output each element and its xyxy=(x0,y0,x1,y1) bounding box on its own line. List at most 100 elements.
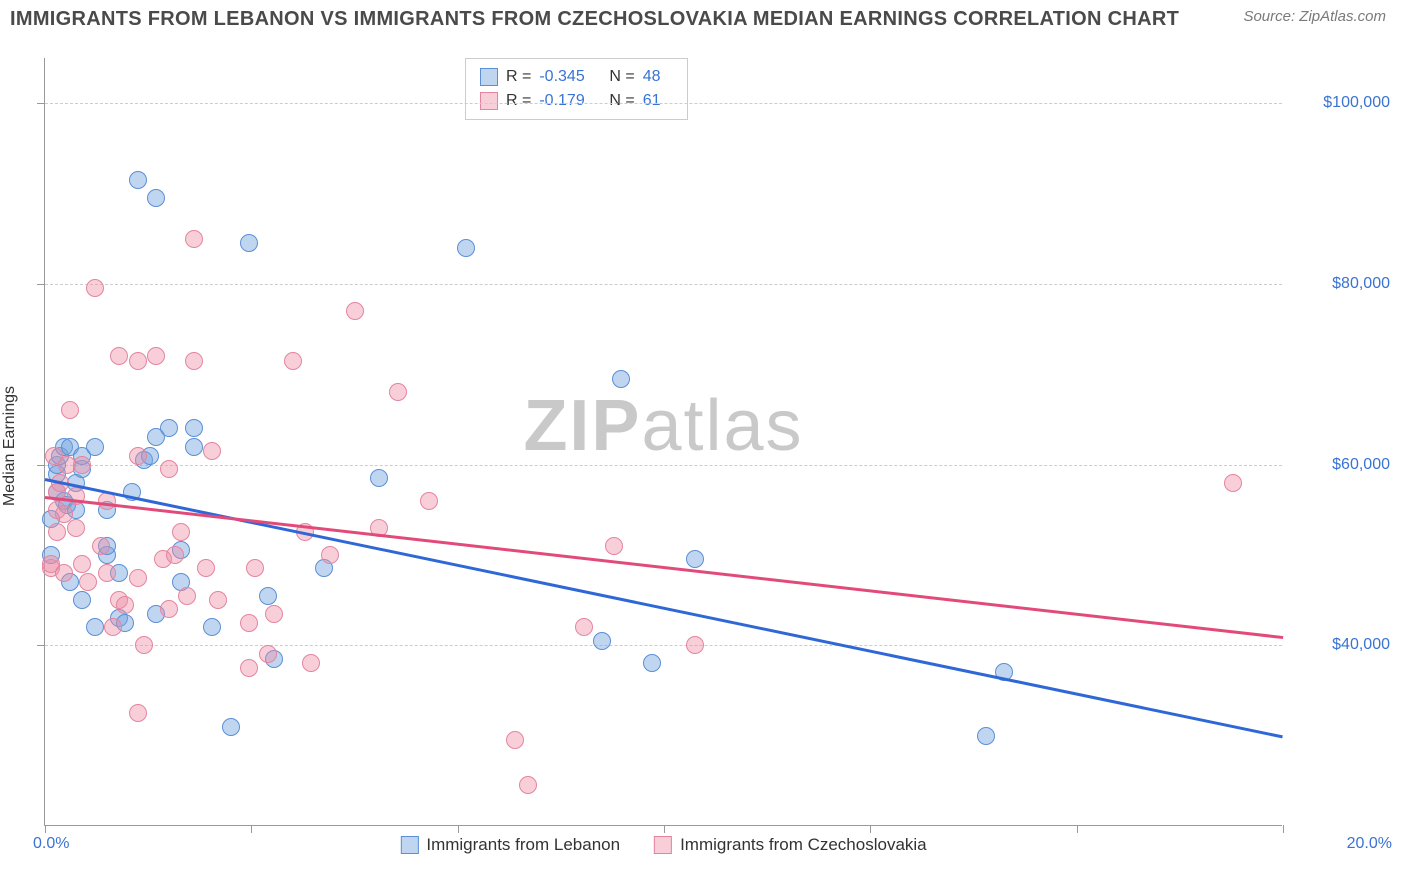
trendline-czech xyxy=(45,496,1283,639)
y-tick-label: $80,000 xyxy=(1290,275,1390,293)
scatter-point-lebanon xyxy=(86,438,104,456)
scatter-point-lebanon xyxy=(593,632,611,650)
x-tick xyxy=(1077,825,1078,833)
scatter-point-lebanon xyxy=(129,171,147,189)
scatter-point-lebanon xyxy=(73,591,91,609)
n-value-czech: 61 xyxy=(643,89,673,113)
scatter-point-czech xyxy=(284,352,302,370)
scatter-point-czech xyxy=(129,352,147,370)
scatter-point-czech xyxy=(73,456,91,474)
scatter-point-lebanon xyxy=(86,618,104,636)
scatter-point-czech xyxy=(135,636,153,654)
scatter-point-czech xyxy=(73,555,91,573)
scatter-point-czech xyxy=(259,645,277,663)
scatter-point-czech xyxy=(519,776,537,794)
scatter-point-czech xyxy=(98,564,116,582)
scatter-point-czech xyxy=(67,519,85,537)
scatter-point-czech xyxy=(166,546,184,564)
y-tick-label: $40,000 xyxy=(1290,636,1390,654)
y-tick xyxy=(37,284,45,285)
gridline xyxy=(45,103,1282,104)
legend-label-lebanon: Immigrants from Lebanon xyxy=(426,835,620,855)
y-tick xyxy=(37,103,45,104)
n-value-lebanon: 48 xyxy=(643,65,673,89)
y-tick-label: $60,000 xyxy=(1290,456,1390,474)
scatter-point-czech xyxy=(147,347,165,365)
scatter-point-czech xyxy=(129,569,147,587)
scatter-point-lebanon xyxy=(240,234,258,252)
scatter-point-czech xyxy=(1224,474,1242,492)
scatter-point-czech xyxy=(178,587,196,605)
scatter-point-lebanon xyxy=(185,419,203,437)
scatter-point-czech xyxy=(185,230,203,248)
scatter-point-czech xyxy=(240,659,258,677)
scatter-point-czech xyxy=(129,447,147,465)
scatter-point-lebanon xyxy=(612,370,630,388)
legend-stats: R = -0.345 N = 48R = -0.179 N = 61 xyxy=(465,58,688,120)
source-label: Source: ZipAtlas.com xyxy=(1243,8,1386,25)
n-label: N = xyxy=(609,65,634,89)
y-tick-label: $100,000 xyxy=(1290,94,1390,112)
y-tick xyxy=(37,465,45,466)
legend-swatch-lebanon xyxy=(480,68,498,86)
scatter-point-czech xyxy=(420,492,438,510)
scatter-point-czech xyxy=(605,537,623,555)
r-value-czech: -0.179 xyxy=(539,89,601,113)
legend-swatch-czech xyxy=(480,92,498,110)
chart-title: IMMIGRANTS FROM LEBANON VS IMMIGRANTS FR… xyxy=(10,8,1179,31)
scatter-point-lebanon xyxy=(185,438,203,456)
scatter-point-czech xyxy=(116,596,134,614)
scatter-point-czech xyxy=(346,302,364,320)
gridline xyxy=(45,645,1282,646)
plot-area: ZIPatlas R =-0.345N =48R =-0.179N =61 0.… xyxy=(44,58,1282,826)
scatter-point-czech xyxy=(240,614,258,632)
scatter-point-czech xyxy=(506,731,524,749)
legend-item-czech: Immigrants from Czechoslovakia xyxy=(654,835,927,855)
scatter-point-czech xyxy=(321,546,339,564)
scatter-point-czech xyxy=(79,573,97,591)
r-value-lebanon: -0.345 xyxy=(539,65,601,89)
scatter-point-lebanon xyxy=(370,469,388,487)
legend-swatch-czech xyxy=(654,836,672,854)
scatter-point-czech xyxy=(209,591,227,609)
legend-stat-row-lebanon: R = -0.345 N = 48 xyxy=(480,65,673,89)
x-tick xyxy=(870,825,871,833)
gridline xyxy=(45,465,1282,466)
legend-swatch-lebanon xyxy=(400,836,418,854)
x-axis-max-label: 20.0% xyxy=(1347,835,1392,853)
legend-series: Immigrants from Lebanon Immigrants from C… xyxy=(400,835,926,855)
scatter-point-czech xyxy=(92,537,110,555)
scatter-point-czech xyxy=(48,523,66,541)
scatter-point-czech xyxy=(389,383,407,401)
scatter-point-czech xyxy=(86,279,104,297)
scatter-point-czech xyxy=(160,600,178,618)
scatter-point-czech xyxy=(203,442,221,460)
x-tick xyxy=(251,825,252,833)
scatter-point-lebanon xyxy=(643,654,661,672)
r-label: R = xyxy=(506,89,531,113)
scatter-point-czech xyxy=(686,636,704,654)
scatter-point-lebanon xyxy=(147,189,165,207)
scatter-point-czech xyxy=(55,564,73,582)
watermark-atlas: atlas xyxy=(641,386,803,466)
scatter-point-czech xyxy=(246,559,264,577)
legend-stat-row-czech: R =-0.179N =61 xyxy=(480,89,673,113)
scatter-point-czech xyxy=(172,523,190,541)
scatter-point-czech xyxy=(265,605,283,623)
scatter-point-czech xyxy=(110,347,128,365)
scatter-point-czech xyxy=(61,401,79,419)
scatter-point-czech xyxy=(185,352,203,370)
x-tick xyxy=(1283,825,1284,833)
x-tick xyxy=(664,825,665,833)
scatter-point-czech xyxy=(197,559,215,577)
legend-item-lebanon: Immigrants from Lebanon xyxy=(400,835,620,855)
r-label: R = xyxy=(506,65,531,89)
scatter-point-czech xyxy=(575,618,593,636)
scatter-point-czech xyxy=(129,704,147,722)
legend-label-czech: Immigrants from Czechoslovakia xyxy=(680,835,927,855)
scatter-point-lebanon xyxy=(977,727,995,745)
y-tick xyxy=(37,645,45,646)
scatter-point-lebanon xyxy=(160,419,178,437)
x-tick xyxy=(45,825,46,833)
x-tick xyxy=(458,825,459,833)
